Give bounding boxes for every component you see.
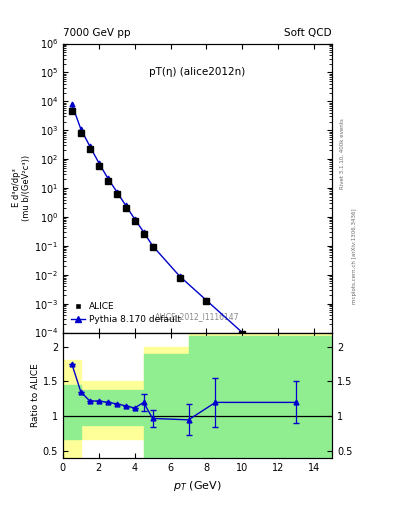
Y-axis label: E d³σ/dp³
(mu b/(GeV²c³)): E d³σ/dp³ (mu b/(GeV²c³)): [12, 155, 31, 221]
Text: 7000 GeV pp: 7000 GeV pp: [63, 28, 130, 38]
Text: Rivet 3.1.10, 400k events: Rivet 3.1.10, 400k events: [340, 118, 345, 189]
Y-axis label: Ratio to ALICE: Ratio to ALICE: [31, 364, 40, 428]
Text: Soft QCD: Soft QCD: [285, 28, 332, 38]
Legend: ALICE, Pythia 8.170 default: ALICE, Pythia 8.170 default: [67, 298, 185, 328]
Text: mcplots.cern.ch [arXiv:1306.3436]: mcplots.cern.ch [arXiv:1306.3436]: [352, 208, 357, 304]
X-axis label: $p_{T}$ (GeV): $p_{T}$ (GeV): [173, 479, 222, 493]
Text: pT(η) (alice2012n): pT(η) (alice2012n): [149, 67, 246, 77]
Text: ALICE_2012_I1116147: ALICE_2012_I1116147: [155, 312, 240, 321]
